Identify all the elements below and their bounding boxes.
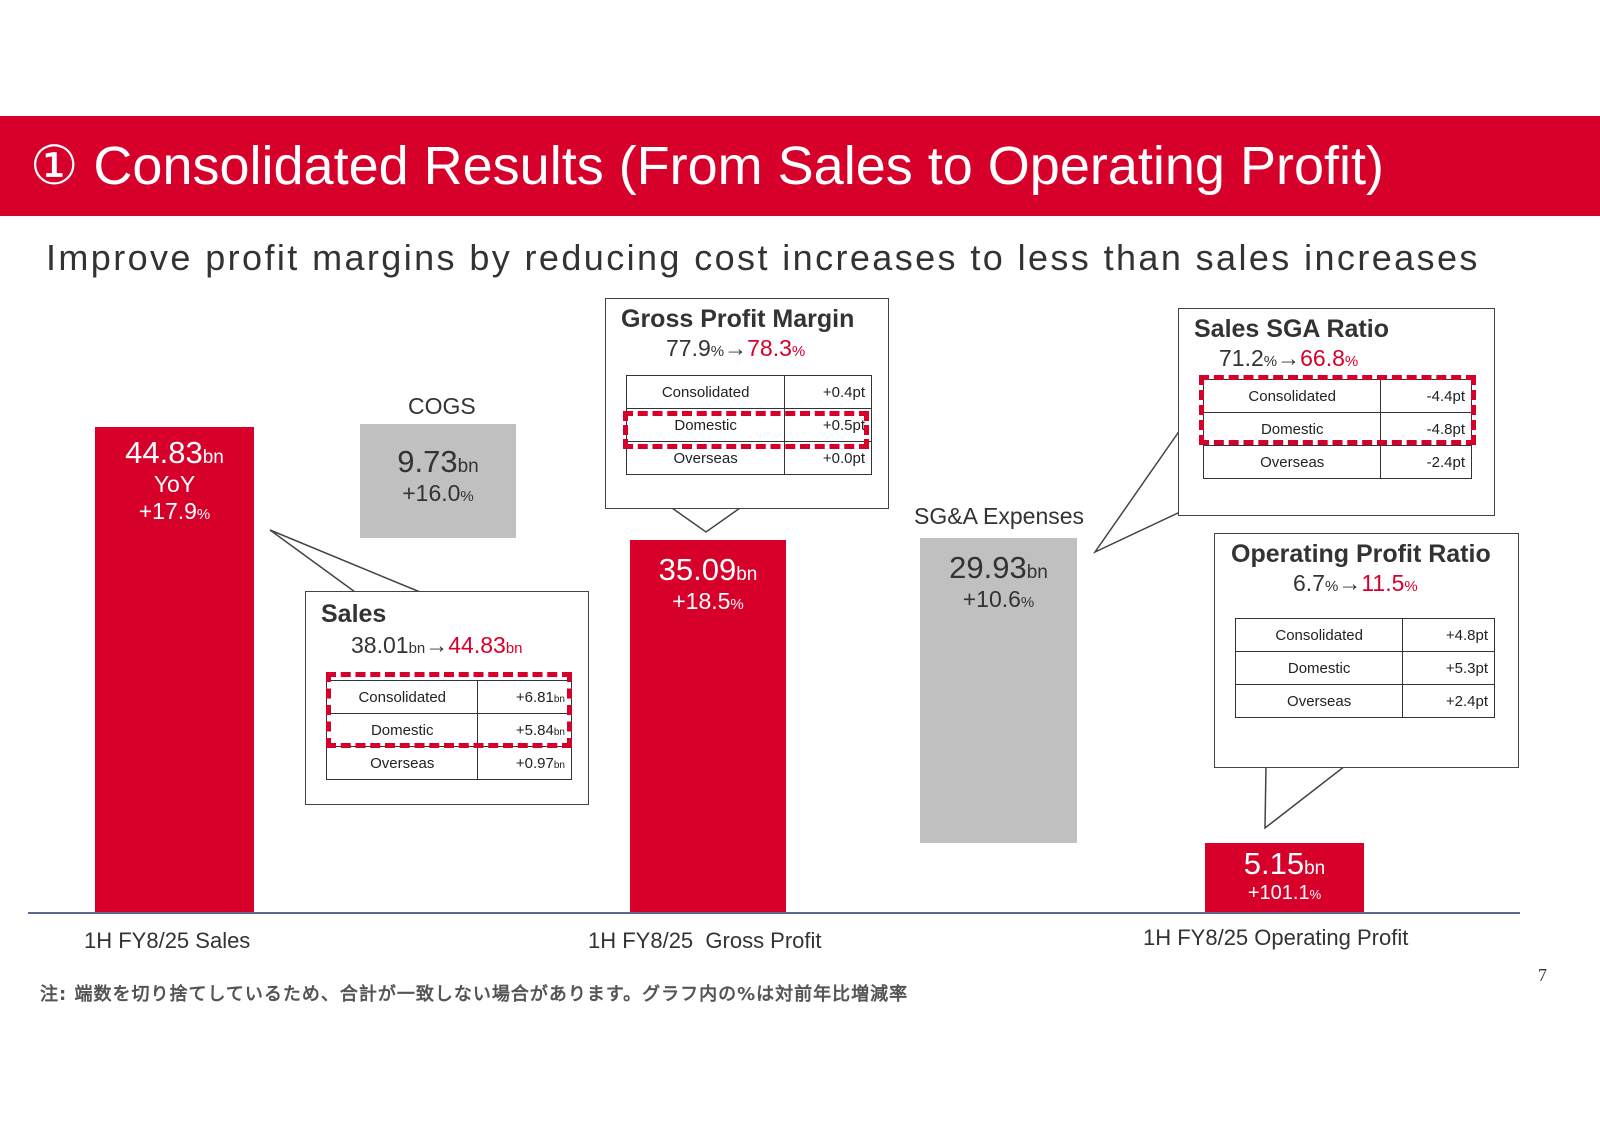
bar-sales-value: 44.83bn: [125, 435, 224, 470]
x-label-operating-profit: 1H FY8/25 Operating Profit: [1143, 925, 1409, 950]
table-row: Overseas +0.0pt: [625, 441, 872, 475]
chart-baseline: [28, 912, 1520, 914]
table-row: Consolidated +0.4pt: [625, 375, 872, 409]
sales-callout-pointer: [269, 529, 421, 593]
x-label-gross-profit: 1H FY8/25 Gross Profit: [588, 928, 822, 953]
bar-gross-profit-change: +18.5%: [672, 588, 744, 614]
table-row: Consolidated +4.8pt: [1234, 618, 1495, 652]
page-title: ① Consolidated Results (From Sales to Op…: [30, 136, 1384, 196]
op-ratio-callout: Operating Profit Ratio 6.7%→11.5% Consol…: [1214, 533, 1519, 768]
page-subtitle: Improve profit margins by reducing cost …: [46, 237, 1480, 278]
bar-cogs-change: +16.0%: [402, 480, 474, 506]
bar-operating-profit: 5.15bn +101.1%: [1205, 843, 1364, 912]
gross-margin-callout-change: 77.9%→78.3%: [666, 335, 806, 361]
table-row: Overseas +0.97bn: [325, 746, 572, 780]
sga-ratio-callout-title: Sales SGA Ratio: [1194, 315, 1389, 343]
footnote: 注: 端数を切り捨てしているため、合計が一致しない場合があります。グラフ内の%は…: [40, 984, 909, 1005]
bar-cogs-label: COGS: [408, 393, 476, 419]
sga-callout-pointer: [1092, 427, 1181, 554]
table-row: Overseas +2.4pt: [1234, 684, 1495, 718]
bar-sga-label: SG&A Expenses: [914, 503, 1085, 529]
sales-breakdown-table: Consolidated +6.81bn Domestic +5.84bn Over…: [325, 680, 572, 780]
bar-cogs-value: 9.73bn: [397, 444, 479, 479]
bar-sga-change: +10.6%: [962, 586, 1035, 612]
op-ratio-breakdown-table: Consolidated +4.8pt Domestic +5.3pt Overse…: [1234, 618, 1495, 718]
sales-callout: Sales 38.01bn→44.83bn Consolidated +6.81b…: [305, 591, 589, 805]
gross-margin-callout-title: Gross Profit Margin: [621, 305, 855, 333]
table-row: Domestic +5.84bn: [325, 713, 572, 747]
table-row: Consolidated -4.4pt: [1202, 379, 1472, 413]
x-label-sales: 1H FY8/25 Sales: [84, 928, 251, 953]
bar-sales: 44.83bn YoY +17.9%: [95, 427, 254, 912]
table-row: Domestic +5.3pt: [1234, 651, 1495, 685]
sga-ratio-callout-change: 71.2%→66.8%: [1219, 345, 1359, 371]
bar-cogs: 9.73bn +16.0%: [360, 424, 516, 538]
bar-operating-profit-value: 5.15bn: [1243, 846, 1326, 881]
bar-sales-change: +17.9%: [138, 498, 211, 524]
bar-sales-yoy-label: YoY: [153, 471, 196, 497]
table-row: Domestic +0.5pt: [625, 408, 872, 442]
bar-operating-profit-change: +101.1%: [1247, 882, 1322, 904]
page-number: 7: [1538, 965, 1547, 985]
gross-margin-callout-pointer: [669, 507, 743, 533]
table-row: Overseas -2.4pt: [1202, 445, 1472, 479]
gross-margin-callout: Gross Profit Margin 77.9%→78.3% Consolid…: [605, 298, 889, 509]
bar-sga-value: 29.93bn: [949, 550, 1048, 585]
sales-callout-title: Sales: [321, 600, 387, 628]
title-bar: [0, 116, 1600, 216]
bar-gross-profit: 35.09bn +18.5%: [630, 540, 786, 912]
op-ratio-callout-title: Operating Profit Ratio: [1231, 540, 1491, 568]
table-row: Consolidated +6.81bn: [325, 680, 572, 714]
sales-callout-change: 38.01bn→44.83bn: [351, 632, 523, 658]
bar-sga: 29.93bn +10.6%: [920, 538, 1077, 843]
op-ratio-callout-pointer: [1264, 765, 1348, 830]
table-row: Domestic -4.8pt: [1202, 412, 1472, 446]
sga-ratio-callout: Sales SGA Ratio 71.2%→66.8% Consolidated…: [1178, 308, 1495, 516]
sga-ratio-breakdown-table: Consolidated -4.4pt Domestic -4.8pt Overse…: [1202, 379, 1472, 479]
gross-margin-breakdown-table: Consolidated +0.4pt Domestic +0.5pt Overse…: [625, 375, 872, 475]
op-ratio-callout-change: 6.7%→11.5%: [1293, 570, 1418, 596]
bar-gross-profit-value: 35.09bn: [658, 552, 758, 587]
